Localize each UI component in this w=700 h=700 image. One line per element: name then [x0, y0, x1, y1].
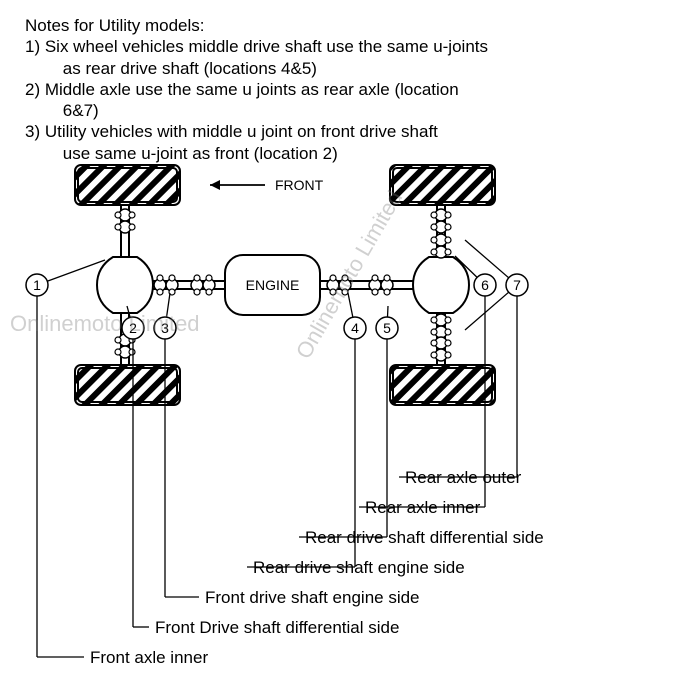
note-1: 1) Six wheel vehicles middle drive shaft…: [25, 36, 685, 79]
svg-text:7: 7: [513, 277, 521, 293]
svg-text:1: 1: [33, 277, 41, 293]
svg-text:4: 4: [351, 320, 359, 336]
svg-text:Rear axle outer: Rear axle outer: [405, 468, 522, 487]
svg-text:2: 2: [129, 320, 137, 336]
drivetrain-diagram: FRONT ENGINE 1 Front axle inner 2 Front Drive…: [25, 155, 675, 685]
note-1-text: 1) Six wheel vehicles middle drive shaft…: [25, 37, 488, 77]
note-2: 2) Middle axle use the same u joints as …: [25, 79, 685, 122]
notes-header: Notes for Utility models:: [25, 15, 685, 36]
svg-text:Front Drive shaft differential: Front Drive shaft differential side: [155, 618, 399, 637]
svg-text:3: 3: [161, 320, 169, 336]
diagram-svg: FRONT ENGINE 1 Front axle inner 2 Front Drive…: [25, 155, 675, 685]
svg-text:Front drive shaft engine side: Front drive shaft engine side: [205, 588, 420, 607]
svg-text:ENGINE: ENGINE: [246, 277, 300, 293]
svg-text:FRONT: FRONT: [275, 177, 324, 193]
svg-text:Front axle inner: Front axle inner: [90, 648, 208, 667]
svg-text:Rear axle inner: Rear axle inner: [365, 498, 481, 517]
notes-section: Notes for Utility models: 1) Six wheel v…: [25, 15, 685, 164]
svg-text:Rear drive shaft differential: Rear drive shaft differential side: [305, 528, 544, 547]
svg-text:5: 5: [383, 320, 391, 336]
svg-text:Rear drive shaft engine side: Rear drive shaft engine side: [253, 558, 465, 577]
note-2-text: 2) Middle axle use the same u joints as …: [25, 80, 459, 120]
svg-text:6: 6: [481, 277, 489, 293]
